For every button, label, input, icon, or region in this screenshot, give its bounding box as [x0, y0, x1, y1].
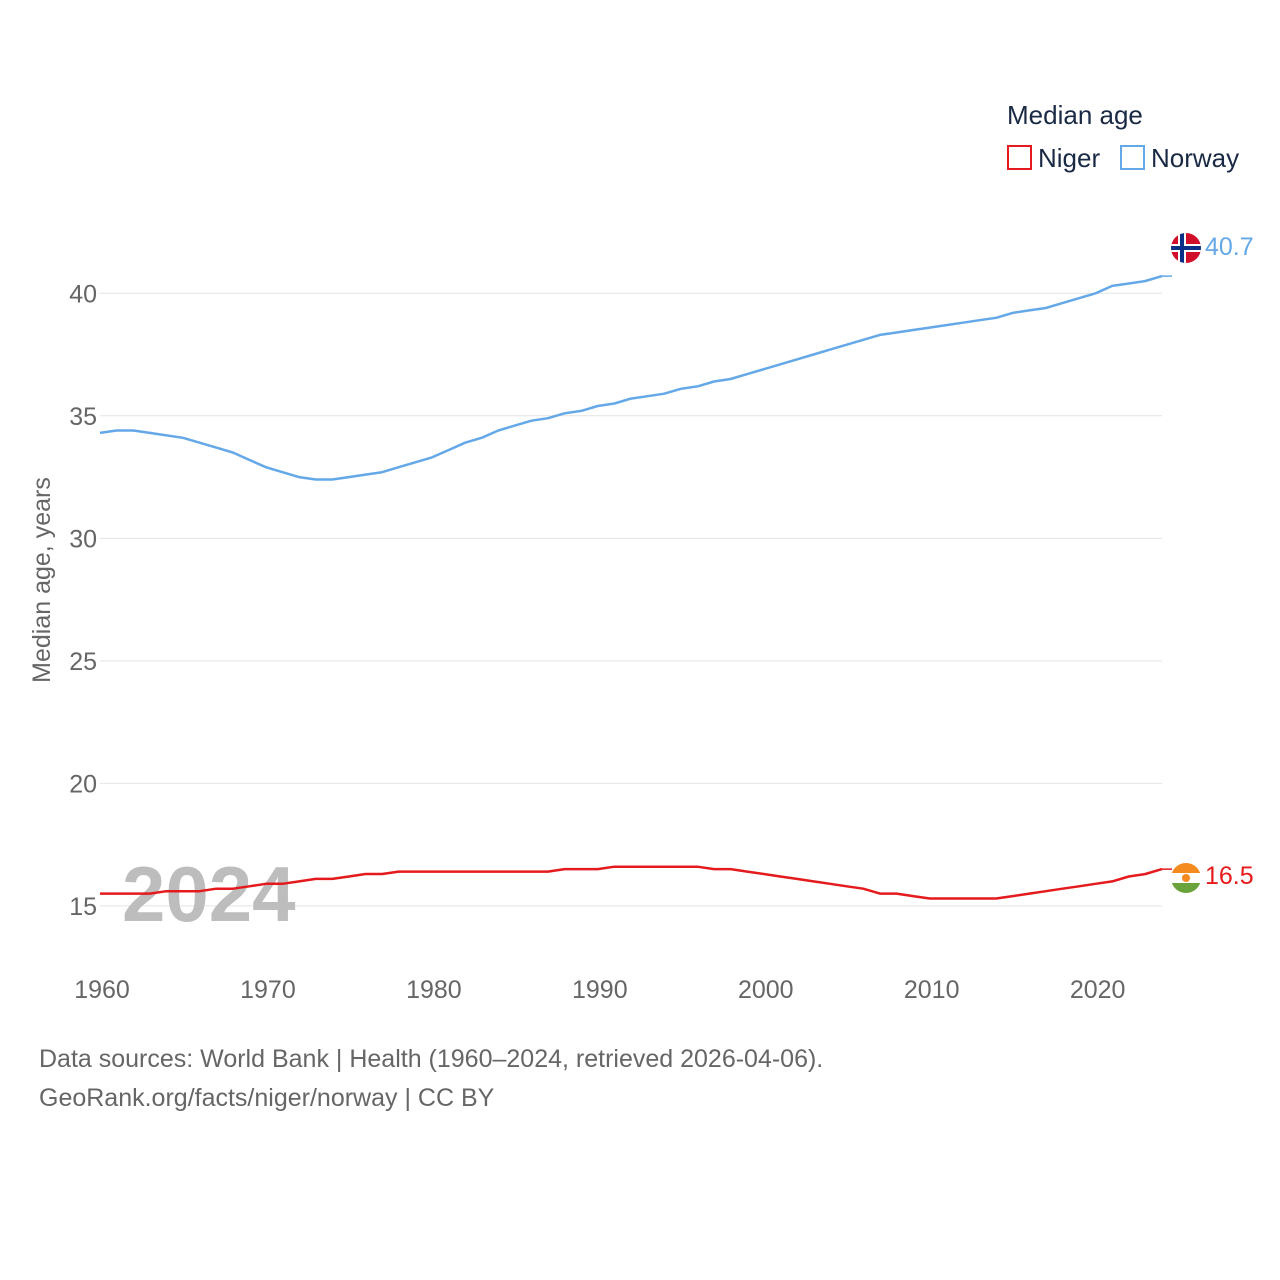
- legend-item-norway[interactable]: Norway: [1120, 143, 1239, 173]
- legend: Median age Niger Norway: [1007, 100, 1239, 173]
- series-line-norway: [99, 274, 1163, 481]
- x-tick-label: 1970: [240, 976, 296, 1004]
- y-tick-label: 35: [69, 403, 97, 431]
- norway-flag-icon: [1171, 233, 1201, 263]
- y-tick-label: 40: [69, 280, 97, 308]
- x-tick-label: 1980: [406, 976, 462, 1004]
- y-tick-label: 20: [69, 770, 97, 798]
- data-sources-note: Data sources: World Bank | Health (1960–…: [39, 1045, 824, 1073]
- legend-item-niger[interactable]: Niger: [1007, 143, 1100, 173]
- legend-swatch-norway: [1120, 145, 1145, 170]
- niger-flag-icon: [1171, 863, 1201, 893]
- x-tick-label: 1990: [572, 976, 628, 1004]
- x-tick-label: 2010: [904, 976, 960, 1004]
- y-axis-ticks: 15 20 25 30 35 40: [69, 280, 97, 921]
- x-axis-ticks: 1960 1970 1980 1990 2000 2010 2020: [74, 976, 1125, 1004]
- series-line-niger: [100, 865, 1163, 900]
- x-tick-label: 1960: [74, 976, 130, 1004]
- norway-end-value: 40.7: [1205, 233, 1254, 261]
- legend-label-norway: Norway: [1151, 143, 1239, 173]
- y-tick-label: 25: [69, 648, 97, 676]
- median-age-line-chart: 15 20 25 30 35 40 1960 1970 1980 1990 2000 2010 202…: [28, 100, 1254, 1004]
- y-tick-label: 30: [69, 525, 97, 553]
- y-axis-label: Median age, years: [28, 477, 56, 683]
- legend-title: Median age: [1007, 100, 1143, 130]
- attribution-link[interactable]: GeoRank.org/facts/niger/norway | CC BY: [39, 1084, 495, 1112]
- gridlines: [100, 292, 1162, 907]
- niger-end-value: 16.5: [1205, 862, 1254, 890]
- y-tick-label: 15: [69, 893, 97, 921]
- series-lines: [99, 274, 1172, 900]
- x-tick-label: 2020: [1070, 976, 1126, 1004]
- legend-label-niger: Niger: [1038, 143, 1100, 173]
- legend-swatch-niger: [1007, 145, 1032, 170]
- x-tick-label: 2000: [738, 976, 794, 1004]
